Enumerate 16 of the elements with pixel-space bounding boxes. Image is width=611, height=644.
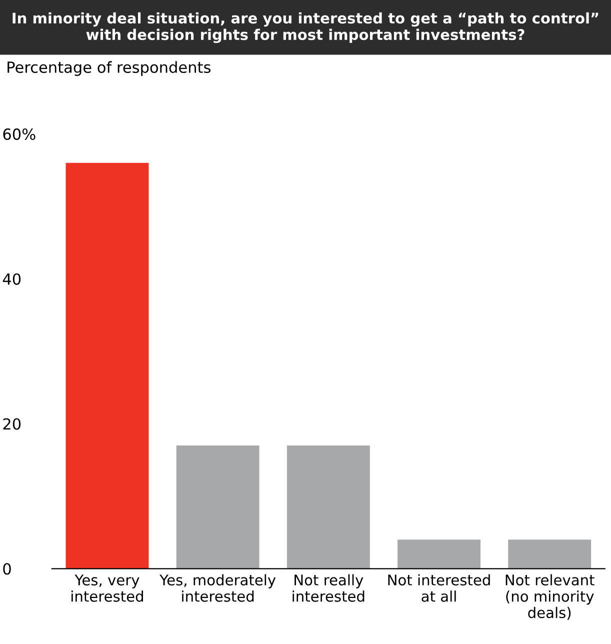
x-tick-label: Yes, moderately interested <box>160 574 276 602</box>
x-tick-label: Not really interested <box>292 574 364 602</box>
bar <box>508 540 592 569</box>
bar <box>176 445 260 569</box>
bar <box>398 540 480 569</box>
bar <box>66 162 149 569</box>
x-tick-label: Not interested at all <box>388 574 490 602</box>
bar <box>286 445 370 569</box>
y-tick-label: 0 <box>3 563 11 575</box>
y-tick-label: 60% <box>3 128 36 140</box>
y-tick-label: 20 <box>3 418 21 430</box>
x-tick-label: Yes, very interested <box>72 574 143 602</box>
y-axis-title: Percentage of respondents <box>8 61 210 76</box>
y-tick-label: 40 <box>2 273 21 285</box>
x-tick-label: Not relevant (no minority deals) <box>506 574 594 620</box>
chart-title: In minority deal situation, are you interested to get a “path to control” with decision rights for most important investments? <box>12 12 598 44</box>
